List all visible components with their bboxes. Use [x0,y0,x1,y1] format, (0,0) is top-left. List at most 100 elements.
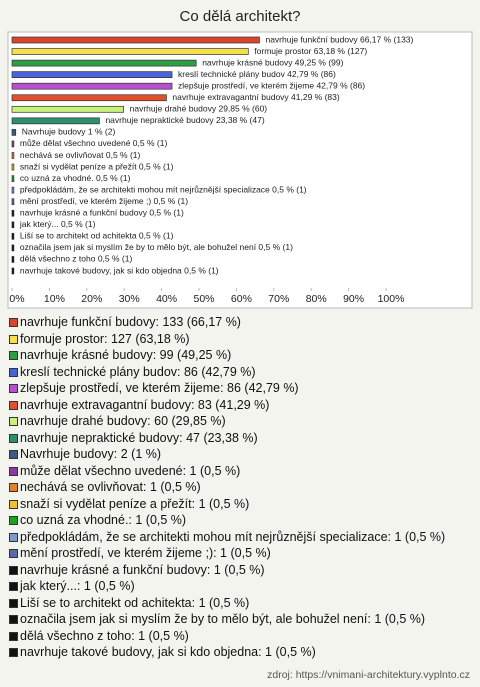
legend-entry: může dělat všechno uvedené: 1 (0,5 %) [8,463,468,480]
legend-swatch [9,499,18,509]
bar-label: co uzná za vhodné. 0,5 % (1) [20,173,131,183]
legend-swatch [9,582,18,591]
x-tick-label: 50% [193,293,214,305]
bar-label: kreslí technické plány budov 42,79 % (86… [178,69,336,79]
bar [11,256,15,263]
legend-label: zlepšuje prostředí, ve kterém žijeme: 86… [20,381,299,395]
legend-entry: navrhuje funkční budovy: 133 (66,17 %) [8,314,468,331]
legend-entry: navrhuje extravagantní budovy: 83 (41,29… [8,397,468,414]
legend-entry: snaží si vydělat peníze a přežít: 1 (0,5… [8,496,468,513]
bar [11,59,197,67]
legend-entry: navrhuje krásné budovy: 99 (49,25 %) [8,347,468,364]
bar-label: navrhuje krásné a funkční budovy 0,5 % (… [20,208,184,218]
legend-entry: mění prostředí, ve kterém žijeme ;): 1 (… [8,545,468,562]
bar-label: zlepšuje prostředí, ve kterém žijeme 42,… [178,80,365,90]
x-tick-label: 40% [156,293,177,305]
legend-swatch [9,631,18,641]
bar [11,82,173,90]
bar [11,94,167,102]
x-tick-label: 30% [119,293,140,305]
legend-swatch [9,351,18,360]
bar-label: nechává se ovlivňovat 0,5 % (1) [20,150,141,160]
bar [11,209,15,217]
legend-swatch [9,450,18,459]
bar-label: navrhuje krásné budovy 49,25 % (99) [202,57,343,67]
legend-swatch [9,334,18,344]
legend-swatch [9,565,18,575]
legend-entry: navrhuje krásné a funkční budovy: 1 (0,5… [8,562,468,579]
bar [11,117,100,125]
legend-swatch [9,433,18,443]
legend-label: navrhuje krásné a funkční budovy: 1 (0,5… [20,562,265,577]
bar-label: navrhuje extravagantní budovy 41,29 % (8… [172,92,339,102]
legend-swatch [9,532,18,542]
x-tick-label: 80% [306,293,327,305]
legend-entry: Liší se to architekt od achitekta: 1 (0,… [8,595,468,612]
chart: Co dělá architekt? 0% 10% 20% 30% 40% 50% 60% 7… [7,8,473,309]
legend-label: nechává se ovlivňovat: 1 (0,5 %) [20,480,201,494]
bar [11,267,15,275]
legend-entry: jak který...: 1 (0,5 %) [8,578,468,595]
bar-label: navrhuje takové budovy, jak si kdo objed… [20,265,219,275]
legend-swatch [9,417,18,426]
legend-label: mění prostředí, ve kterém žijeme ;): 1 (… [20,546,271,560]
bar-label: navrhuje drahé budovy 29,85 % (60) [130,104,268,114]
legend-swatch [9,367,18,377]
bar-label: Navrhuje budovy 1 % (2) [22,127,116,137]
bar [11,244,15,252]
bar-label: navrhuje funkční budovy 66,17 % (133) [265,34,413,44]
bar [11,140,15,148]
legend-swatch [9,318,18,327]
x-tick-label: 70% [268,293,289,305]
bar-label: dělá všechno z toho 0,5 % (1) [20,254,133,264]
bar [11,48,249,55]
legend-entry: co uzná za vhodné.: 1 (0,5 %) [8,512,468,529]
legend-label: jak který...: 1 (0,5 %) [20,579,135,593]
legend-label: navrhuje takové budovy, jak si kdo objed… [20,645,316,659]
legend: navrhuje funkční budovy: 133 (66,17 %) fo… [8,314,468,661]
legend-entry: Navrhuje budovy: 2 (1 %) [8,446,468,463]
legend-label: navrhuje nepraktické budovy: 47 (23,38 %… [20,430,258,445]
legend-entry: označila jsem jak si myslím že by to měl… [8,611,468,628]
bar [11,163,15,171]
legend-entry: předpokládám, že se architekti mohou mít… [8,529,468,546]
bar-label: navrhuje nepraktické budovy 23,38 % (47) [105,115,264,125]
legend-label: může dělat všechno uvedené: 1 (0,5 %) [20,463,241,478]
legend-entry: navrhuje takové budovy, jak si kdo objed… [8,644,468,661]
legend-entry: nechává se ovlivňovat: 1 (0,5 %) [8,479,468,496]
bar [11,186,15,194]
legend-label: navrhuje krásné budovy: 99 (49,25 %) [20,348,232,362]
bar-label: označila jsem jak si myslím že by to měl… [20,242,293,252]
bar [11,152,15,159]
legend-swatch [9,483,18,492]
legend-entry: navrhuje nepraktické budovy: 47 (23,38 %… [8,430,468,447]
legend-entry: kreslí technické plány budov: 86 (42,79 … [8,364,468,381]
legend-swatch [9,516,18,525]
x-tick-label: 10% [44,293,65,305]
legend-label: navrhuje extravagantní budovy: 83 (41,29… [20,397,270,412]
bar [11,129,17,136]
source: zdroj: https://vnimani-architektury.vypl… [267,669,470,681]
bar-label: předpokládám, že se architekti mohou mít… [20,184,307,194]
bar [11,175,15,182]
bar [11,221,15,229]
x-tick-label: 0% [9,293,24,305]
x-tick-label: 100% [378,293,405,305]
legend-swatch [9,466,18,476]
bar [11,71,173,79]
legend-entry: dělá všechno z toho: 1 (0,5 %) [8,628,468,645]
bar-label: může dělat všechno uvedené 0,5 % (1) [20,138,168,148]
legend-label: Liší se to architekt od achitekta: 1 (0,… [20,595,250,610]
bar [11,105,124,113]
legend-entry: zlepšuje prostředí, ve kterém žijeme: 86… [8,380,468,397]
bar-label: jak který... 0,5 % (1) [19,219,96,229]
bar [11,198,15,206]
legend-swatch [9,648,18,657]
x-tick-label: 60% [231,293,252,305]
bar-label: formuje prostor 63,18 % (127) [254,46,367,56]
legend-label: formuje prostor: 127 (63,18 %) [20,331,190,346]
legend-label: kreslí technické plány budov: 86 (42,79 … [20,364,256,379]
legend-entry: navrhuje drahé budovy: 60 (29,85 %) [8,413,468,430]
legend-label: navrhuje drahé budovy: 60 (29,85 %) [20,414,226,428]
